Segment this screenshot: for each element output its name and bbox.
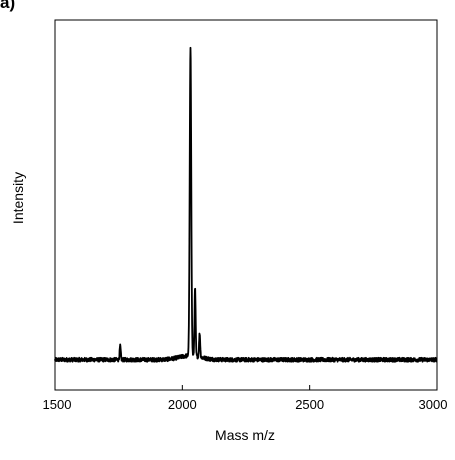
panel-label: a) (0, 0, 16, 12)
x-tick-label-1500: 1500 (43, 397, 72, 412)
x-tick-label-3000: 3000 (419, 397, 448, 412)
x-tick-label-2000: 2000 (168, 397, 197, 412)
plot-frame (54, 19, 438, 391)
x-axis-label: Mass m/z (215, 427, 275, 443)
spectrum-line (54, 46, 438, 363)
y-axis-label: Intensity (10, 171, 26, 225)
x-tick-label-2500: 2500 (295, 397, 324, 412)
